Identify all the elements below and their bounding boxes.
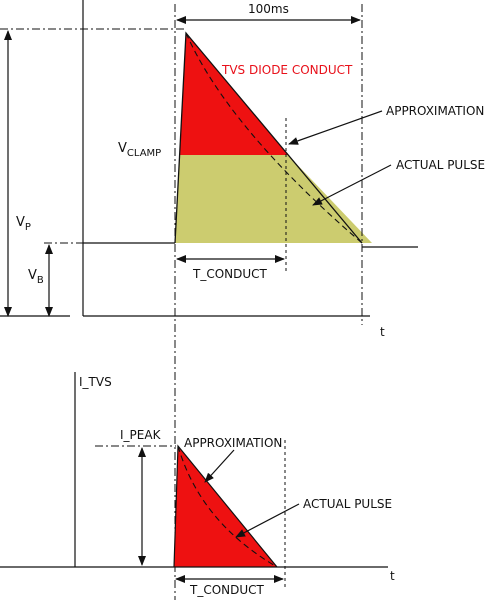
actual-pulse-label: ACTUAL PULSE bbox=[396, 158, 485, 172]
actual-pulse-leader-bottom bbox=[235, 503, 300, 538]
clamped-energy-region bbox=[175, 155, 372, 243]
tvs-conduct-region bbox=[180, 33, 288, 155]
t-axis-label: t bbox=[380, 325, 385, 339]
approximation-label: APPROXIMATION bbox=[386, 104, 484, 118]
itvs-axis-label: I_TVS bbox=[79, 375, 112, 389]
duration-label: 100ms bbox=[248, 2, 289, 16]
t-conduct-label: T_CONDUCT bbox=[192, 267, 268, 281]
t-conduct-label-bottom: T_CONDUCT bbox=[189, 583, 265, 597]
bottom-graph: I_TVS I_PEAK APPROXIMATION ACTUAL PULSE … bbox=[0, 372, 395, 597]
ipeak-label: I_PEAK bbox=[120, 428, 162, 442]
approximation-leader-bottom bbox=[204, 449, 235, 483]
vclamp-label: VCLAMP bbox=[118, 141, 161, 159]
tvs-conduct-label: TVS DIODE CONDUCT bbox=[221, 63, 353, 77]
actual-pulse-label-bottom: ACTUAL PULSE bbox=[303, 497, 392, 511]
actual-pulse-leader bbox=[312, 164, 392, 206]
actual-pulse-curve bbox=[185, 32, 363, 244]
t-axis-label-bottom: t bbox=[390, 569, 395, 583]
tvs-current-region bbox=[174, 446, 277, 567]
vb-label: VB bbox=[28, 268, 44, 286]
approximation-label-bottom: APPROXIMATION bbox=[184, 436, 282, 450]
vp-label: VP bbox=[16, 215, 31, 233]
current-actual-curve bbox=[177, 445, 278, 568]
top-graph: 100ms TVS DIODE CONDUCT VCLAMP VP VB APP… bbox=[0, 0, 485, 600]
approximation-leader bbox=[288, 110, 383, 145]
